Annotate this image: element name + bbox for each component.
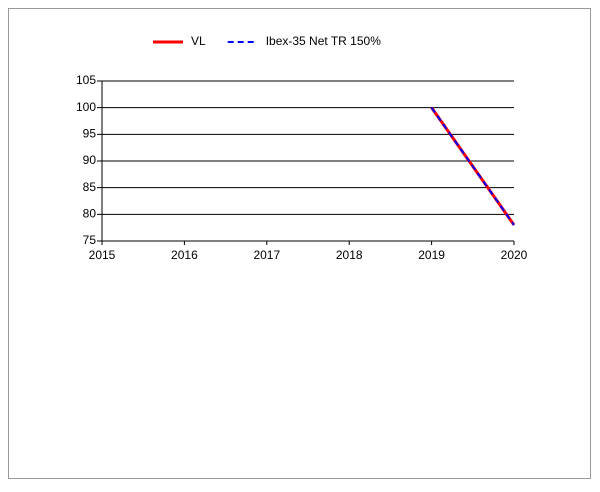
x-tick-label: 2015 — [89, 248, 116, 262]
legend-label: VL — [191, 34, 206, 48]
y-tick-label: 95 — [83, 127, 97, 141]
series-line — [430, 107, 515, 226]
legend-label: Ibex-35 Net TR 150% — [266, 34, 382, 48]
y-tick-label: 75 — [83, 233, 97, 247]
frame — [8, 8, 591, 479]
y-tick-label: 105 — [76, 73, 96, 87]
y-tick-label: 85 — [83, 180, 97, 194]
x-tick-label: 2016 — [171, 248, 198, 262]
y-tick-label: 80 — [83, 207, 97, 221]
x-tick-label: 2018 — [336, 248, 363, 262]
x-tick-label: 2020 — [501, 248, 528, 262]
x-tick-label: 2019 — [418, 248, 445, 262]
x-tick-label: 2017 — [253, 248, 280, 262]
y-tick-label: 100 — [76, 100, 96, 114]
y-tick-label: 90 — [83, 153, 97, 167]
